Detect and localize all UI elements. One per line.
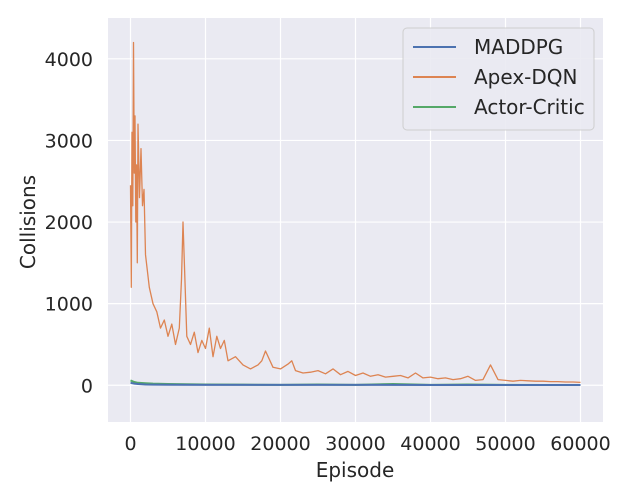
- x-tick-label: 10000: [175, 433, 235, 455]
- y-tick-label: 3000: [45, 130, 93, 152]
- legend: MADDPG Apex-DQN Actor-Critic: [402, 27, 595, 131]
- series-line-apex-dqn: [129, 41, 581, 384]
- series-line-maddpg: [130, 381, 581, 386]
- y-tick-label: 0: [81, 375, 93, 397]
- series-layer: [129, 41, 581, 386]
- x-axis-label: Episode: [316, 458, 395, 482]
- x-axis: 0 10000 20000 30000 40000 50000 60000: [124, 433, 610, 455]
- y-tick-label: 2000: [45, 212, 93, 234]
- legend-label-actor-critic: Actor-Critic: [474, 95, 585, 119]
- x-tick-label: 30000: [325, 433, 385, 455]
- x-tick-label: 20000: [250, 433, 310, 455]
- legend-box: [402, 27, 595, 131]
- y-tick-label: 1000: [45, 294, 93, 316]
- y-axis-label: Collisions: [16, 175, 40, 269]
- legend-label-apex-dqn: Apex-DQN: [474, 65, 578, 89]
- x-tick-label: 40000: [400, 433, 460, 455]
- legend-label-maddpg: MADDPG: [474, 35, 563, 59]
- y-axis: 0 1000 2000 3000 4000: [45, 49, 93, 397]
- x-tick-label: 50000: [475, 433, 535, 455]
- x-tick-label: 60000: [550, 433, 610, 455]
- x-tick-label: 0: [124, 433, 136, 455]
- y-tick-label: 4000: [45, 49, 93, 71]
